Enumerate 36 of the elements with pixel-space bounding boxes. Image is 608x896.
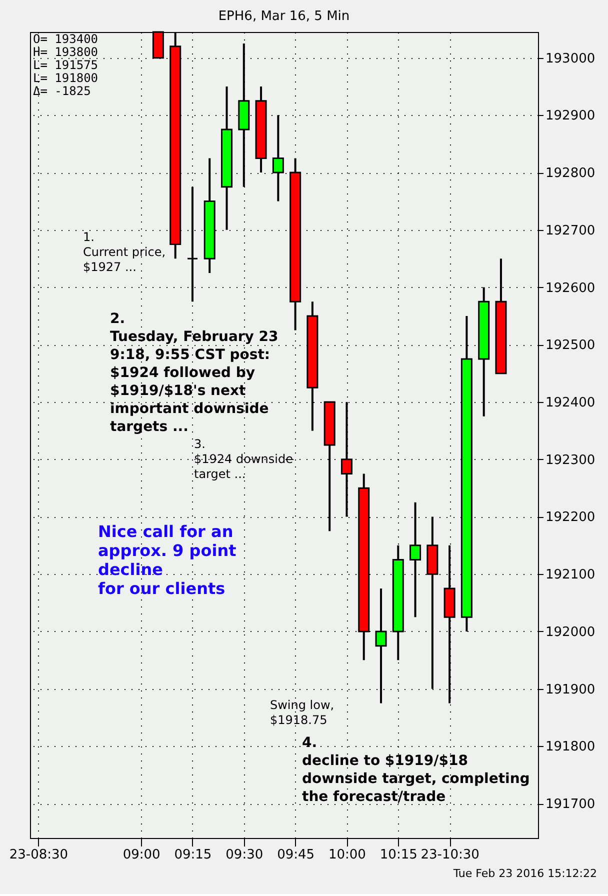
x-tick-label: 23-10:30 — [420, 848, 480, 862]
y-tick-label: 193000 — [546, 51, 596, 66]
x-tick-label: 09:00 — [122, 848, 160, 862]
annotation: 2. Tuesday, February 23 9:18, 9:55 CST post: $1924 followed by $1919/$18's next important downside targets ... — [110, 311, 278, 435]
x-tick-label: 09:15 — [174, 848, 212, 862]
annotation: 1. Current price, $1927 ... — [83, 230, 166, 274]
text: Tue Feb 23 2016 15:12:22 — [452, 867, 597, 880]
y-tick-label: 192100 — [546, 568, 596, 583]
annotation: L= 191575 — [33, 58, 98, 72]
annotation: O= 193400 — [33, 32, 98, 46]
x-tick-label: 09:45 — [277, 848, 315, 862]
x-tick-label: 10:15 — [380, 848, 418, 862]
y-tick-label: 192900 — [546, 108, 596, 124]
annotation: Nice call for an approx. 9 point decline for our clients — [98, 522, 237, 598]
annotation: L= 191800 — [33, 71, 98, 85]
y-tick-label: 192700 — [546, 223, 596, 238]
y-tick-label: 191700 — [546, 797, 596, 812]
y-tick-label: 191900 — [546, 682, 596, 698]
annotation: Δ= -1825 — [33, 84, 91, 98]
y-tick-label: 191800 — [546, 740, 596, 755]
y-tick-label: 192500 — [546, 338, 596, 354]
candlestick — [410, 501, 422, 618]
y-tick-label: 192300 — [546, 452, 596, 468]
x-tick-label: 09:30 — [226, 848, 264, 862]
x-tick-label: 10:00 — [328, 848, 366, 862]
annotation: 4. decline to $1919/$18 downside target, completing the forecast/trade — [302, 735, 530, 805]
y-tick-label: 192800 — [546, 166, 596, 182]
y-tick-label: 192200 — [546, 510, 596, 526]
annotation: H= 193800 — [33, 45, 98, 59]
chart-title: EPH6, Mar 16, 5 Min — [218, 9, 350, 24]
y-tick-label: 192600 — [546, 280, 596, 296]
x-tick-label: 23-08:30 — [9, 848, 68, 862]
y-tick-label: 192000 — [546, 624, 596, 640]
y-tick-label: 192400 — [546, 396, 596, 411]
annotation: 3. $1924 downside target ... — [194, 437, 293, 481]
annotation: Swing low, $1918.75 — [270, 698, 334, 727]
